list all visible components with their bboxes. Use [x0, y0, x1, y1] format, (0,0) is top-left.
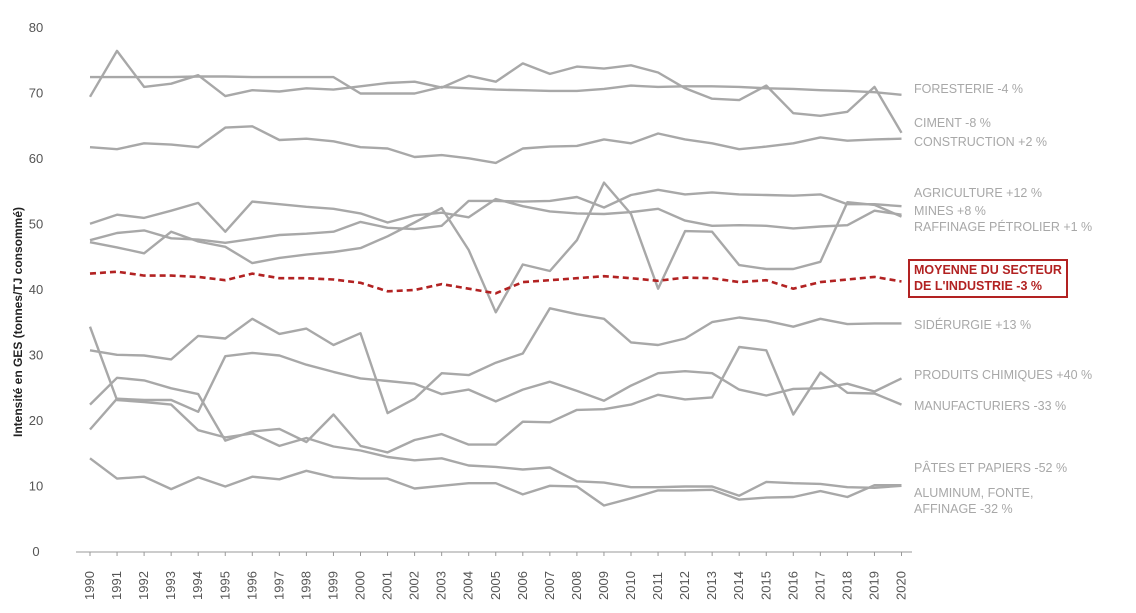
x-tick-label: 1995 — [217, 571, 232, 600]
x-tick-label: 2005 — [488, 571, 503, 600]
x-tick-label: 2001 — [380, 571, 395, 600]
x-tick-label: 2000 — [353, 571, 368, 600]
series-label-siderurgie-13: SIDÉRURGIE +13 % — [914, 317, 1031, 332]
series-label-moyenne-du-secteur-de-l-industrie-3: MOYENNE DU SECTEUR — [914, 263, 1062, 277]
y-tick-label: 60 — [29, 151, 43, 166]
x-tick-label: 2016 — [785, 571, 800, 600]
series-label-pates-et-papiers-52: PÂTES ET PAPIERS -52 % — [914, 460, 1067, 475]
series-line-foresterie-4 — [90, 75, 902, 96]
x-tick-label: 2014 — [731, 571, 746, 600]
x-tick-label: 2007 — [542, 571, 557, 600]
x-tick-label: 2013 — [704, 571, 719, 600]
series-label-agriculture-12: AGRICULTURE +12 % — [914, 186, 1042, 200]
series-label-produits-chimiques-40: PRODUITS CHIMIQUES +40 % — [914, 368, 1092, 382]
series-label-manufacturiers-33: MANUFACTURIERS -33 % — [914, 399, 1066, 413]
x-tick-label: 2009 — [596, 571, 611, 600]
series-line-moyenne-du-secteur-de-l-industrie-3 — [89, 270, 902, 295]
x-tick-label: 1993 — [163, 571, 178, 600]
x-tick-label: 2019 — [866, 571, 881, 600]
x-tick-label: 1997 — [271, 571, 286, 600]
series-line-pates-et-papiers-52 — [88, 326, 902, 497]
series-line-mines-8 — [89, 181, 902, 314]
x-tick-label: 2012 — [677, 571, 692, 600]
y-tick-label: 10 — [29, 479, 43, 494]
x-tick-label: 1990 — [82, 571, 97, 600]
series-label-moyenne-du-secteur-de-l-industrie-3: DE L'INDUSTRIE -3 % — [914, 279, 1042, 293]
series-line-manufacturiers-33 — [89, 345, 902, 454]
x-tick-label: 2010 — [623, 571, 638, 600]
y-axis-label: Intensité en GES (tonnes/TJ consommé) — [11, 207, 25, 437]
x-tick-label: 1991 — [109, 571, 124, 600]
series-line-ciment-8 — [88, 49, 903, 134]
x-tick-label: 2020 — [894, 571, 909, 600]
x-tick-label: 2002 — [407, 571, 422, 600]
y-tick-label: 30 — [29, 348, 43, 363]
x-ticks: 1990 1991 1992 1993 1994 1995 1996 1997 1998 1999… — [82, 552, 909, 600]
series-line-produits-chimiques-40 — [89, 351, 903, 431]
y-tick-label: 50 — [29, 217, 43, 232]
series-label-mines-8: MINES +8 % — [914, 204, 986, 218]
series-label-construction-2: CONSTRUCTION +2 % — [914, 135, 1047, 149]
average-label-box — [908, 259, 1068, 298]
series-label-aluminum-fonte-affinage-32: ALUMINUM, FONTE, — [914, 486, 1033, 500]
x-tick-label: 2011 — [650, 572, 665, 600]
x-tick-label: 1999 — [325, 571, 340, 600]
x-tick-label: 1992 — [136, 571, 151, 600]
series-labels: FORESTERIE -4 % CIMENT -8 % CONSTRUCTION +… — [908, 82, 1092, 516]
y-tick-label: 0 — [32, 544, 39, 559]
x-tick-label: 2008 — [569, 571, 584, 600]
x-tick-label: 2018 — [839, 571, 854, 600]
series-label-aluminum-fonte-affinage-32: AFFINAGE -32 % — [914, 502, 1013, 516]
y-tick-label: 20 — [29, 413, 43, 428]
series-line-construction-2 — [89, 125, 902, 165]
x-tick-label: 2006 — [515, 571, 530, 600]
series-line-siderurgie-13 — [89, 307, 902, 415]
series-line-aluminum-fonte-affinage-32 — [89, 457, 902, 507]
x-tick-label: 2017 — [812, 571, 827, 600]
x-tick-label: 1998 — [298, 571, 313, 600]
y-tick-label: 70 — [29, 86, 43, 101]
x-tick-label: 2003 — [434, 571, 449, 600]
series-label-foresterie-4: FORESTERIE -4 % — [914, 82, 1023, 96]
y-tick-label: 40 — [29, 282, 43, 297]
y-ticks: 0 10 20 30 40 50 60 70 80 — [29, 20, 43, 559]
x-tick-label: 1996 — [244, 571, 259, 600]
series-label-raffinage-petrolier-1: RAFFINAGE PÉTROLIER +1 % — [914, 219, 1092, 234]
y-tick-label: 80 — [29, 20, 43, 35]
x-tick-label: 2015 — [758, 571, 773, 600]
series-line-raffinage-petrolier-1 — [89, 197, 902, 233]
x-tick-label: 1994 — [190, 571, 205, 600]
series-line-agriculture-12 — [89, 188, 902, 245]
series-lines — [88, 49, 903, 507]
x-tick-label: 2004 — [461, 571, 476, 600]
series-label-ciment-8: CIMENT -8 % — [914, 116, 991, 130]
